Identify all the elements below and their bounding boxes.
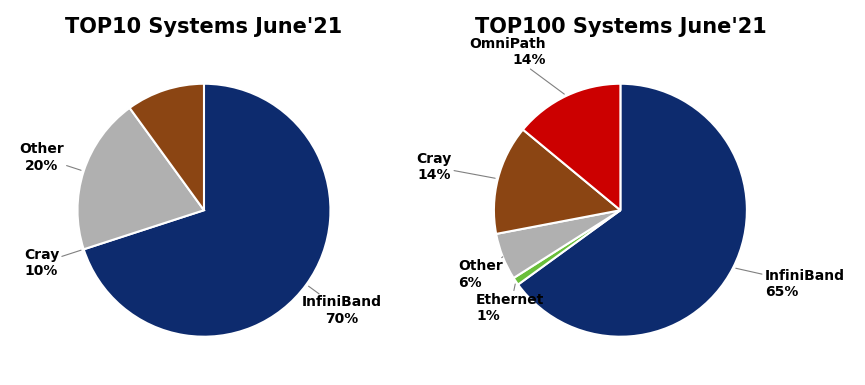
Title: TOP100 Systems June'21: TOP100 Systems June'21	[475, 17, 766, 37]
Wedge shape	[514, 210, 620, 285]
Text: Ethernet
1%: Ethernet 1%	[476, 284, 544, 323]
Wedge shape	[523, 84, 620, 210]
Text: Other
20%: Other 20%	[19, 142, 81, 172]
Wedge shape	[518, 84, 746, 337]
Text: InfiniBand
65%: InfiniBand 65%	[736, 268, 844, 299]
Text: OmniPath
14%: OmniPath 14%	[470, 37, 564, 94]
Wedge shape	[494, 130, 620, 234]
Wedge shape	[78, 108, 204, 249]
Wedge shape	[497, 210, 620, 278]
Title: TOP10 Systems June'21: TOP10 Systems June'21	[66, 17, 343, 37]
Wedge shape	[130, 84, 204, 210]
Text: Cray
14%: Cray 14%	[416, 152, 495, 182]
Text: InfiniBand
70%: InfiniBand 70%	[302, 286, 382, 326]
Text: Other
6%: Other 6%	[458, 257, 503, 290]
Text: Cray
10%: Cray 10%	[24, 248, 81, 278]
Wedge shape	[84, 84, 330, 337]
